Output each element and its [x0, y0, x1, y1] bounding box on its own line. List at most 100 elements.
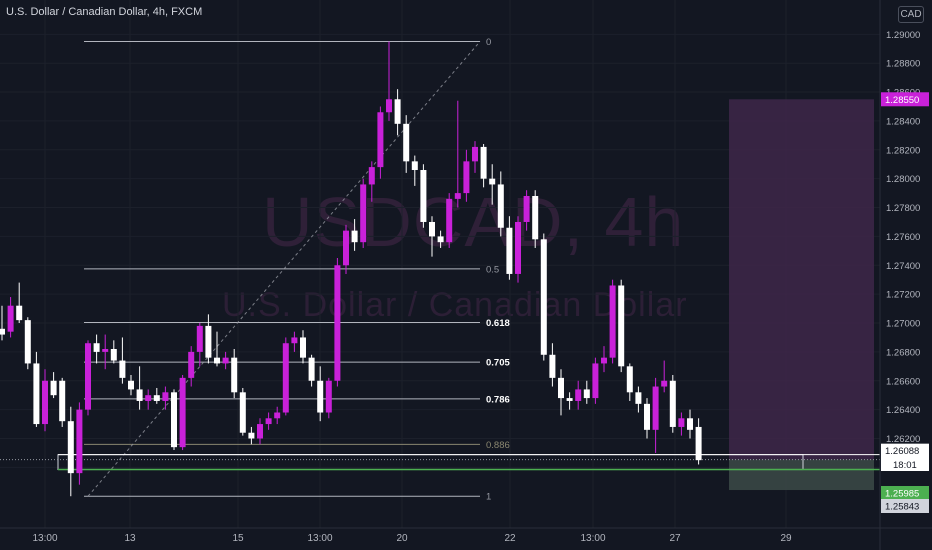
candle-body[interactable] — [171, 392, 177, 448]
candle-body[interactable] — [282, 343, 289, 413]
candle-body[interactable] — [687, 418, 693, 430]
candle-body[interactable] — [239, 392, 246, 433]
candle-body[interactable] — [429, 221, 435, 237]
candle-body[interactable] — [394, 99, 401, 124]
candle-body[interactable] — [16, 305, 23, 321]
candle-body[interactable] — [506, 227, 513, 274]
candle-body[interactable] — [489, 178, 496, 185]
candle-body[interactable] — [265, 418, 272, 425]
candle-body[interactable] — [291, 337, 298, 344]
countdown-box — [881, 458, 929, 471]
candle-body[interactable] — [76, 409, 83, 474]
candle-body[interactable] — [214, 357, 220, 364]
price-axis-tick: 1.26400 — [886, 405, 920, 416]
fib-trend-line[interactable] — [87, 41, 481, 497]
candle-body[interactable] — [566, 398, 573, 401]
price-axis-tick: 1.28200 — [886, 145, 920, 156]
candle-body[interactable] — [549, 354, 556, 378]
candle-body[interactable] — [454, 193, 461, 199]
candle-body[interactable] — [601, 357, 607, 364]
candle-body[interactable] — [248, 432, 255, 439]
candle-body[interactable] — [480, 146, 487, 179]
candle-body[interactable] — [334, 265, 341, 381]
candle-body[interactable] — [403, 123, 410, 162]
candle-body[interactable] — [188, 351, 195, 378]
candle-body[interactable] — [102, 349, 109, 352]
time-axis-tick: 13:00 — [580, 533, 605, 544]
candle-body[interactable] — [205, 325, 212, 358]
candle-body[interactable] — [592, 363, 599, 399]
candle-body[interactable] — [128, 380, 134, 390]
fib-level-label: 0 — [486, 37, 491, 48]
candle-body[interactable] — [85, 343, 91, 410]
candle-body[interactable] — [635, 392, 642, 404]
price-label-text: 1.28550 — [885, 95, 919, 106]
candle-body[interactable] — [575, 389, 582, 401]
candle-body[interactable] — [343, 230, 349, 266]
candle-body[interactable] — [33, 363, 40, 425]
candle-body[interactable] — [377, 112, 384, 168]
candle-body[interactable] — [300, 337, 306, 358]
candle-body[interactable] — [540, 239, 547, 355]
candle-body[interactable] — [317, 380, 324, 413]
candle-body[interactable] — [368, 167, 375, 185]
candle-body[interactable] — [24, 320, 31, 364]
fib-level-label: 1 — [486, 492, 491, 503]
candle-body[interactable] — [669, 380, 676, 427]
candle-body[interactable] — [136, 389, 143, 401]
candle-body[interactable] — [411, 161, 418, 171]
candle-body[interactable] — [153, 395, 160, 401]
candle-body[interactable] — [119, 360, 126, 378]
currency-button[interactable]: CAD — [898, 6, 924, 23]
candle-body[interactable] — [463, 161, 470, 194]
candle-body[interactable] — [618, 285, 625, 367]
candle-body[interactable] — [179, 377, 186, 448]
candle-body[interactable] — [351, 230, 358, 243]
candle-body[interactable] — [661, 380, 668, 387]
candle-body[interactable] — [583, 389, 590, 399]
candle-body[interactable] — [42, 380, 48, 425]
candle-body[interactable] — [59, 380, 66, 422]
candle-body[interactable] — [609, 285, 616, 358]
candle-body[interactable] — [515, 221, 521, 274]
fib-level-label: 0.5 — [486, 264, 499, 275]
candle-body[interactable] — [196, 325, 203, 352]
candle-body[interactable] — [644, 403, 650, 430]
candle-body[interactable] — [652, 386, 659, 430]
stop-zone[interactable] — [729, 459, 874, 491]
fib-level-label: 0.886 — [486, 440, 510, 451]
candle-body[interactable] — [231, 357, 238, 393]
candle-body[interactable] — [497, 184, 504, 228]
candle-body[interactable] — [523, 195, 530, 222]
candle-body[interactable] — [472, 146, 478, 162]
candle-body[interactable] — [420, 170, 427, 222]
candle-body[interactable] — [695, 426, 702, 461]
candle-body[interactable] — [274, 412, 281, 419]
candle-body[interactable] — [386, 99, 392, 113]
candle-body[interactable] — [558, 377, 564, 399]
candle-body[interactable] — [308, 357, 315, 381]
target-zone[interactable] — [729, 99, 874, 460]
candle-body[interactable] — [0, 328, 5, 335]
time-axis-tick: 20 — [396, 533, 408, 544]
candle-body[interactable] — [67, 421, 74, 474]
candle-body[interactable] — [93, 343, 100, 352]
candle-body[interactable] — [110, 349, 117, 361]
candle-body[interactable] — [325, 380, 332, 413]
price-axis-tick: 1.27000 — [886, 319, 920, 330]
candle-body[interactable] — [50, 380, 57, 396]
candle-body[interactable] — [532, 195, 539, 240]
candle-body[interactable] — [222, 357, 229, 364]
candle-body[interactable] — [446, 198, 453, 243]
candle-body[interactable] — [437, 236, 444, 243]
candle-body[interactable] — [162, 392, 169, 401]
time-axis-tick: 13 — [124, 533, 136, 544]
candle-body[interactable] — [626, 366, 633, 393]
candle-body[interactable] — [678, 418, 685, 427]
candle-body[interactable] — [7, 305, 14, 332]
candle-body[interactable] — [360, 184, 367, 243]
candle-body[interactable] — [145, 395, 152, 401]
candle-body[interactable] — [257, 424, 263, 439]
